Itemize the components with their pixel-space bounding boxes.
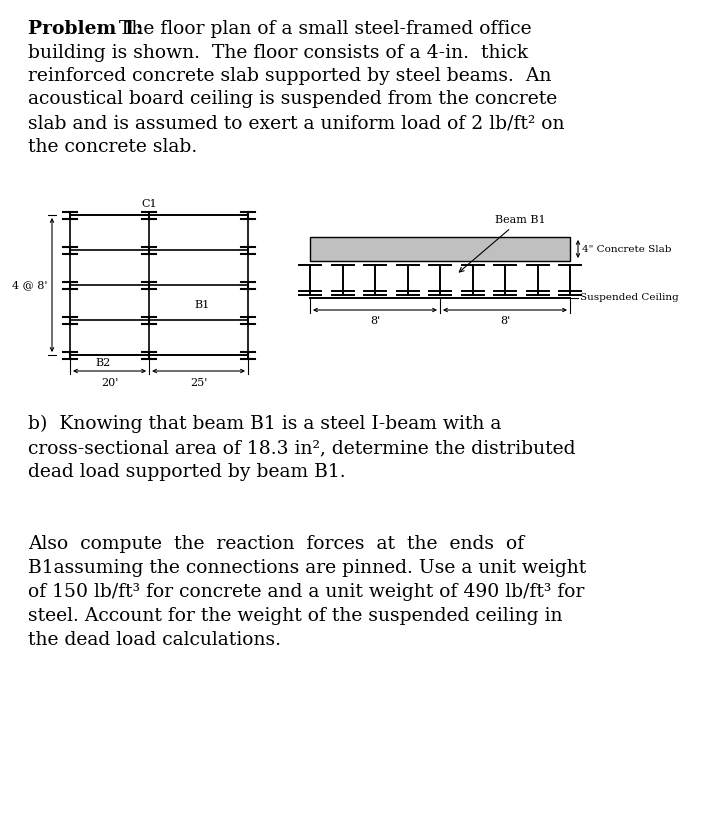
Text: steel. Account for the weight of the suspended ceiling in: steel. Account for the weight of the sus… xyxy=(28,607,562,625)
Text: Suspended Ceiling: Suspended Ceiling xyxy=(580,294,679,303)
Text: the dead load calculations.: the dead load calculations. xyxy=(28,631,281,649)
Bar xyxy=(70,215,248,355)
Text: Also  compute  the  reaction  forces  at  the  ends  of: Also compute the reaction forces at the … xyxy=(28,535,524,553)
Text: the concrete slab.: the concrete slab. xyxy=(28,137,197,155)
Text: Problem 1:: Problem 1: xyxy=(28,20,143,38)
Text: 8': 8' xyxy=(500,316,510,326)
Text: C1: C1 xyxy=(141,199,157,209)
Bar xyxy=(310,237,570,261)
Text: 8': 8' xyxy=(370,316,380,326)
Text: 4 @ 8': 4 @ 8' xyxy=(12,280,48,290)
Text: 4" Concrete Slab: 4" Concrete Slab xyxy=(582,245,672,254)
Text: of 150 lb/ft³ for concrete and a unit weight of 490 lb/ft³ for: of 150 lb/ft³ for concrete and a unit we… xyxy=(28,583,585,601)
Text: building is shown.  The floor consists of a 4-in.  thick: building is shown. The floor consists of… xyxy=(28,44,528,61)
Text: cross-sectional area of 18.3 in², determine the distributed: cross-sectional area of 18.3 in², determ… xyxy=(28,439,575,457)
Text: 25': 25' xyxy=(190,378,207,388)
Text: acoustical board ceiling is suspended from the concrete: acoustical board ceiling is suspended fr… xyxy=(28,90,557,108)
Text: slab and is assumed to exert a uniform load of 2 lb/ft² on: slab and is assumed to exert a uniform l… xyxy=(28,114,564,132)
Text: The floor plan of a small steel-framed office: The floor plan of a small steel-framed o… xyxy=(119,20,531,38)
Text: B1assuming the connections are pinned. Use a unit weight: B1assuming the connections are pinned. U… xyxy=(28,559,586,577)
Text: B2: B2 xyxy=(95,358,110,368)
Text: B1: B1 xyxy=(194,300,210,310)
Text: Beam B1: Beam B1 xyxy=(459,215,545,272)
Text: dead load supported by beam B1.: dead load supported by beam B1. xyxy=(28,463,346,481)
Text: 20': 20' xyxy=(101,378,118,388)
Text: reinforced concrete slab supported by steel beams.  An: reinforced concrete slab supported by st… xyxy=(28,67,552,85)
Text: b)  Knowing that beam B1 is a steel I-beam with a: b) Knowing that beam B1 is a steel I-bea… xyxy=(28,415,501,433)
